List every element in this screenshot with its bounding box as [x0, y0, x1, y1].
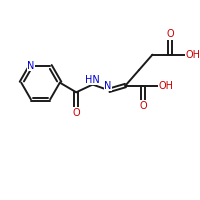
Text: O: O — [166, 29, 174, 39]
Text: O: O — [139, 101, 147, 111]
Text: N: N — [104, 81, 112, 91]
Text: N: N — [27, 61, 35, 71]
Text: O: O — [72, 108, 80, 118]
Text: OH: OH — [158, 81, 173, 91]
Text: HN: HN — [85, 75, 100, 85]
Text: OH: OH — [186, 50, 200, 60]
